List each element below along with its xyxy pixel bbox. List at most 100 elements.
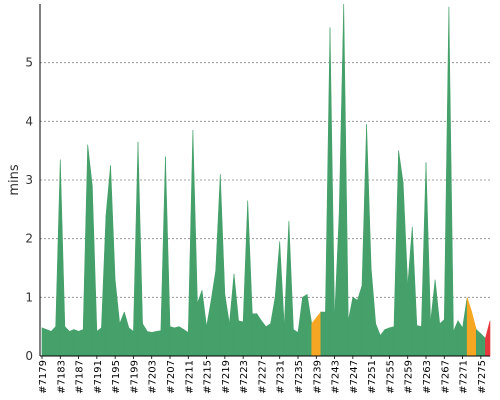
grid-lines	[40, 62, 490, 298]
x-tick-label: #7231	[276, 360, 287, 394]
y-tick-label: 3	[25, 173, 33, 187]
area-segment-7184	[64, 325, 70, 357]
area-segment-7266	[439, 318, 445, 357]
area-segment-7225	[251, 313, 258, 357]
area-segment-7232	[283, 221, 290, 357]
x-tick-label: #7227	[257, 360, 268, 394]
area-segment-7203	[151, 330, 157, 357]
area-segment-7269	[453, 320, 459, 357]
area-segment-7272	[466, 297, 473, 357]
area-segment-7179	[41, 327, 47, 357]
x-tick-label: #7247	[349, 360, 360, 394]
area-segment-7193	[105, 165, 111, 357]
area-segment-7189	[87, 144, 93, 357]
area-segment-7230	[274, 241, 281, 357]
area-segment-7268	[448, 6, 454, 357]
area-segment-7264	[430, 279, 436, 357]
area-segment-7224	[247, 200, 253, 357]
x-tick-label: #7275	[477, 360, 488, 394]
area-segment-7265	[434, 279, 441, 357]
area-segment-7246	[347, 297, 354, 357]
area-segment-7214	[201, 290, 207, 357]
x-tick-label: #7223	[239, 360, 250, 394]
area-segment-7198	[128, 327, 134, 357]
x-tick-label: #7207	[166, 360, 177, 394]
area-segment-7205	[160, 156, 166, 357]
area-segment-7238	[311, 316, 317, 357]
y-tick-label: 1	[25, 290, 33, 304]
y-tick-label: 0	[25, 349, 33, 363]
y-axis-label: mins	[7, 164, 22, 196]
area-segment-7252	[375, 323, 381, 357]
area-segment-7240	[320, 311, 326, 357]
x-tick-label: #7235	[294, 360, 305, 394]
area-segment-7258	[402, 182, 409, 357]
area-segment-7190	[91, 185, 98, 357]
area-segment-7187	[78, 329, 84, 357]
area-segment-7215	[206, 300, 212, 357]
y-tick-label: 2	[25, 232, 33, 246]
area-segment-7226	[256, 312, 262, 357]
area-segment-7248	[357, 285, 363, 357]
area-segment-7253	[379, 328, 386, 357]
area-segment-7204	[155, 330, 162, 357]
area-segment-7274	[475, 328, 482, 357]
area-segment-7211	[187, 130, 194, 357]
area-segment-7276	[485, 320, 491, 357]
area-segment-7257	[398, 150, 404, 357]
x-tick-label: #7259	[404, 360, 415, 394]
area-segment-7207	[169, 326, 175, 357]
area-segment-7222	[238, 320, 244, 357]
area-segment-7254	[384, 327, 390, 357]
x-tick-label: #7203	[148, 360, 159, 394]
area-segment-7212	[192, 130, 198, 357]
area-segment-7200	[137, 141, 143, 357]
area-segment-7270	[457, 319, 463, 357]
area-segment-7186	[73, 329, 79, 357]
area-segment-7239	[315, 311, 322, 357]
area-segment-7262	[421, 162, 427, 357]
area-segment-7183	[59, 159, 66, 357]
x-tick-label: #7263	[422, 360, 433, 394]
area-segment-7255	[389, 326, 395, 357]
area-segment-7245	[343, 3, 349, 357]
x-tick-label: #7239	[312, 360, 323, 394]
area-segment-7220	[229, 273, 235, 357]
area-segment-7188	[82, 144, 89, 357]
x-tick-label: #7243	[331, 360, 342, 394]
area-segment-7260	[411, 226, 418, 357]
x-tick-label: #7267	[440, 360, 451, 394]
area-segment-7259	[407, 226, 413, 357]
area-segment-7201	[142, 322, 148, 357]
area-segment-7202	[146, 330, 153, 357]
area-segment-7192	[101, 215, 107, 357]
x-tick-label: #7211	[184, 360, 195, 394]
area-segment-7256	[393, 150, 399, 357]
area-segment-7250	[366, 124, 372, 357]
x-tick-label: #7195	[111, 360, 122, 394]
area-segment-7242	[329, 27, 335, 357]
area-segment-7251	[370, 267, 377, 357]
area-segment-7191	[96, 327, 102, 357]
area-segment-7261	[416, 325, 422, 357]
area-segment-7241	[325, 27, 331, 357]
x-tick-label: #7199	[129, 360, 140, 394]
area-segment-7249	[361, 124, 367, 357]
x-tick-label: #7251	[367, 360, 378, 394]
x-tick-labels: #7179 #7183 #7187 #7191 #7195 #7199 #7203 #7207…	[38, 356, 488, 394]
area-segment-7199	[133, 141, 139, 357]
area-segment-7229	[270, 297, 276, 357]
area-segment-7237	[306, 294, 313, 357]
area-segment-7243	[334, 215, 340, 357]
area-segment-7271	[462, 297, 468, 357]
area-segment-7196	[119, 311, 125, 357]
area-segment-7228	[265, 323, 271, 357]
area-segment-7210	[183, 329, 189, 357]
x-tick-label: #7271	[459, 360, 470, 394]
area-segment-7208	[174, 326, 180, 357]
area-segment-7218	[219, 174, 226, 357]
area-segment-7263	[425, 162, 431, 357]
area-segment-7185	[69, 329, 75, 357]
